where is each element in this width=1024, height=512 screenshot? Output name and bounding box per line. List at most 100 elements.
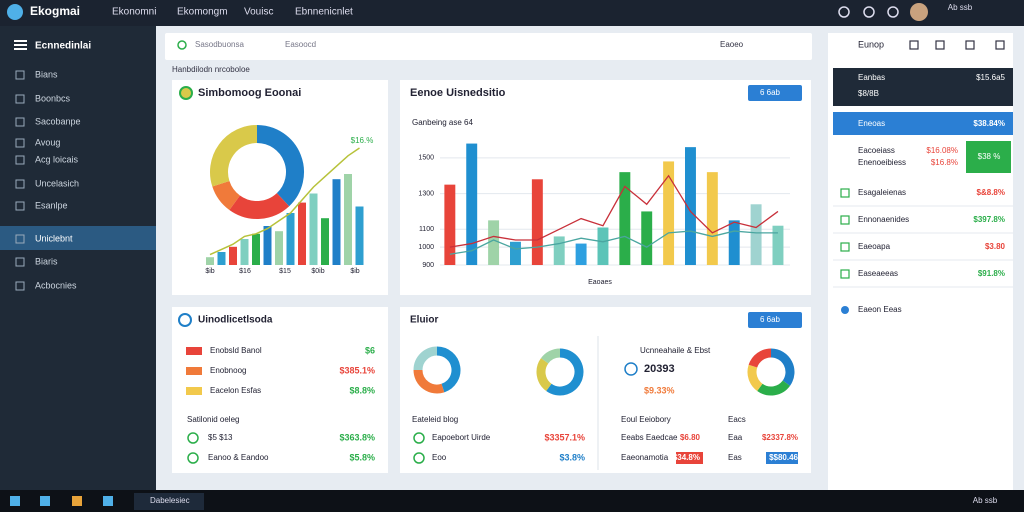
sidebar (0, 26, 156, 490)
taskbar (0, 490, 1024, 512)
search-bar[interactable] (165, 33, 812, 60)
user-name: Ab ssb (948, 3, 973, 12)
nav-item[interactable]: Acbocnies (35, 280, 77, 290)
nav-icon[interactable] (15, 155, 25, 165)
filter[interactable]: Easoocd (285, 40, 316, 49)
nav-item[interactable]: Uniclebnt (35, 233, 73, 243)
panel-icon[interactable] (909, 40, 919, 50)
nav-icon[interactable] (15, 138, 25, 148)
nav-item[interactable]: Acg loicais (35, 154, 79, 164)
search-icon (177, 40, 187, 50)
row-value: $16.8% (931, 158, 958, 167)
dropdown-label[interactable]: 6 6ab (760, 88, 781, 97)
row-label: Eanoo & Eandoo (208, 453, 269, 462)
donut-segment (747, 364, 763, 392)
y-tick-label: 900 (422, 262, 434, 269)
nav-icon[interactable] (15, 281, 25, 291)
dropdown[interactable] (748, 85, 802, 101)
donut-segment (413, 346, 438, 371)
panel-icon[interactable] (965, 40, 975, 50)
row-label[interactable]: Esagaleienas (858, 188, 906, 197)
row-label: Eneoas (858, 119, 885, 128)
row-label[interactable]: Ennonaenides (858, 215, 909, 224)
big-number: 20393 (644, 363, 675, 375)
row-value: $3.8% (559, 452, 585, 462)
section-label: Eacs (728, 415, 746, 424)
section-label: Eateleid blog (412, 415, 458, 424)
bar (706, 172, 718, 265)
nav-icon[interactable] (15, 234, 25, 244)
row-value: $&8.8% (977, 188, 1005, 197)
panel-icon[interactable] (935, 40, 945, 50)
nav-icon[interactable] (15, 70, 25, 80)
taskbar-icon[interactable] (103, 496, 113, 506)
row-label: Enenoeibiess (858, 158, 906, 167)
nav-icon[interactable] (15, 179, 25, 189)
donut-segment (757, 380, 791, 396)
bar (619, 172, 631, 265)
row-value: $$80.46 (769, 453, 798, 462)
x-axis-label: Eaoaes (588, 279, 612, 286)
bar (275, 231, 283, 265)
bar (685, 147, 696, 265)
icon[interactable] (838, 6, 850, 18)
bar (488, 220, 500, 265)
bar (298, 202, 306, 265)
donut-segment (436, 346, 461, 393)
section-label: Eoul Eeiobory (621, 415, 671, 424)
nav-link[interactable]: Vouisc (244, 7, 273, 18)
nav-link[interactable]: Ebnnenicnlet (295, 7, 353, 18)
nav-link[interactable]: Ekomongm (177, 7, 228, 18)
row-label[interactable]: Eaeon Eeas (858, 305, 902, 314)
search-input[interactable]: Sasodbuonsa (195, 40, 244, 49)
badge-label: $38 % (978, 152, 1001, 161)
taskbar-icon[interactable] (10, 496, 20, 506)
taskbar-icon[interactable] (72, 496, 82, 506)
donut-segment (229, 192, 290, 219)
label: Ucnneahaile & Ebst (640, 346, 711, 355)
row-icon (624, 362, 638, 376)
nav-icon[interactable] (15, 94, 25, 104)
trend-line (209, 147, 360, 256)
percent: $9.33% (644, 385, 675, 395)
nav-item[interactable]: Boonbcs (35, 93, 71, 103)
nav-item[interactable]: Bians (35, 69, 58, 79)
nav-item[interactable]: Uncelasich (35, 178, 79, 188)
row-label: Eanbas (858, 73, 885, 82)
taskbar-label[interactable]: Dabelesiec (150, 496, 190, 505)
row-label[interactable]: Eaeoapa (858, 242, 891, 251)
row-label: Eeabs Eaedcae (621, 433, 678, 442)
row-value: $38.84% (973, 119, 1005, 128)
row-value: $2337.8% (762, 433, 798, 442)
menu-icon[interactable] (14, 40, 27, 42)
nav-icon[interactable] (15, 117, 25, 127)
donut-segment (770, 348, 795, 386)
clock: Ab ssb (973, 496, 998, 505)
menu-icon[interactable] (14, 44, 27, 46)
nav-item[interactable]: Esanlpe (35, 200, 68, 210)
taskbar-icon[interactable] (40, 496, 50, 506)
row-label: $5 $13 (208, 433, 233, 442)
badge (676, 452, 703, 464)
action[interactable]: Eaoeo (720, 40, 744, 49)
nav-item[interactable]: Avoug (35, 137, 60, 147)
card-title: Eenoe Uisnedsitio (410, 87, 506, 99)
nav-link[interactable]: Ekonomni (112, 7, 156, 18)
taskbar-app[interactable] (134, 493, 204, 510)
row-label[interactable]: Easeaeeas (858, 269, 898, 278)
nav-icon[interactable] (15, 257, 25, 267)
icon[interactable] (887, 6, 899, 18)
trend-line (449, 174, 779, 248)
dropdown-label[interactable]: 6 6ab (760, 315, 781, 324)
panel-icon[interactable] (995, 40, 1005, 50)
bar (309, 193, 318, 265)
nav-item[interactable]: Biaris (35, 256, 58, 266)
dropdown[interactable] (748, 312, 802, 328)
row-icon (840, 242, 850, 252)
card-icon (179, 86, 193, 100)
nav-icon[interactable] (15, 201, 25, 211)
avatar[interactable] (910, 3, 928, 21)
menu-icon[interactable] (14, 48, 27, 50)
nav-item[interactable]: Sacobanpe (35, 116, 81, 126)
icon[interactable] (863, 6, 875, 18)
